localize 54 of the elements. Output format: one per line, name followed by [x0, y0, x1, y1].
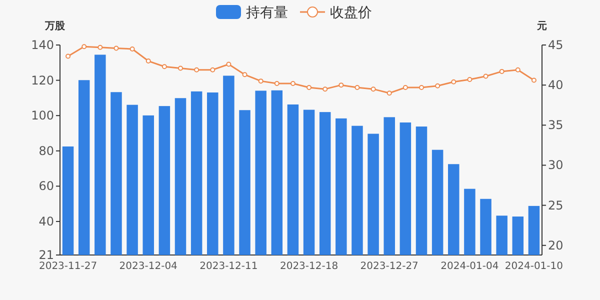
y-tick-label: 140	[31, 38, 54, 52]
point	[451, 79, 456, 84]
y2-tick-label: 40	[548, 78, 564, 92]
y-tick-label: 80	[38, 144, 54, 158]
point	[162, 64, 167, 70]
y2-tick-label: 30	[548, 158, 564, 172]
point	[114, 46, 119, 51]
point	[146, 58, 151, 64]
x-tick-label: 2023-12-11	[200, 261, 258, 272]
y-tick-label: 60	[38, 179, 54, 194]
point	[210, 67, 216, 72]
point	[467, 76, 472, 82]
legend-label: 持有量	[246, 5, 288, 21]
point	[130, 46, 135, 52]
point	[435, 83, 440, 88]
y2-tick-label: 20	[548, 238, 564, 252]
x-tick-label: 2023-11-27	[38, 261, 98, 272]
y-tick-label: 40	[38, 214, 54, 228]
point	[226, 62, 232, 67]
x-tick-label: 2023-12-18	[280, 261, 338, 272]
y2-axis-title: 元	[536, 20, 547, 32]
point	[419, 84, 424, 90]
point	[402, 84, 408, 90]
x-tick-label: 2023-12-27	[360, 261, 418, 272]
point	[98, 44, 103, 50]
point	[178, 66, 183, 71]
point	[306, 84, 312, 90]
point	[82, 44, 87, 50]
point	[242, 72, 248, 78]
point	[66, 54, 71, 59]
y-tick-label: 100	[31, 108, 54, 123]
point	[531, 78, 536, 83]
x-tick-label: 2023-12-04	[119, 261, 178, 272]
y-tick-label: 120	[31, 73, 54, 88]
point	[386, 90, 392, 96]
point	[290, 80, 296, 86]
point	[322, 86, 328, 92]
y-tick-label: 21	[38, 248, 54, 262]
point	[258, 78, 264, 84]
point	[515, 67, 520, 72]
point	[274, 80, 280, 86]
y2-tick-label: 45	[548, 38, 564, 52]
point	[483, 74, 488, 79]
y2-tick-label: 25	[548, 198, 564, 212]
x-tick-label: 2024-01-10	[504, 261, 564, 272]
y2-tick-label: 35	[548, 118, 564, 132]
point	[354, 84, 360, 90]
point	[370, 86, 376, 92]
point	[338, 82, 344, 88]
x-tick-label: 2024-01-04	[440, 261, 499, 272]
y-axis-title: 万股	[44, 20, 66, 32]
point	[194, 67, 200, 72]
legend-label: 收盘价	[330, 5, 372, 21]
point	[499, 68, 504, 74]
